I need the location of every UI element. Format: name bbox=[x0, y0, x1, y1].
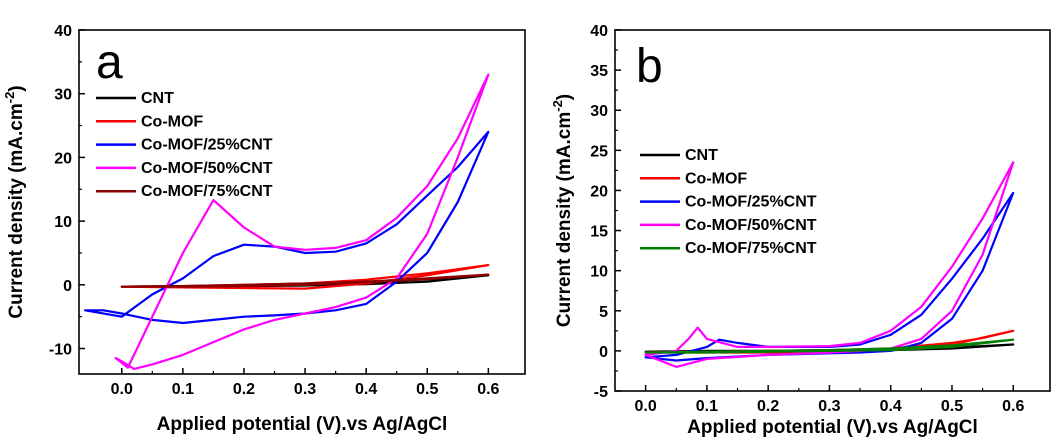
legend-label: Co-MOF/25%CNT bbox=[141, 137, 273, 154]
y-tick-label: 10 bbox=[590, 264, 608, 281]
y-tick-label: 40 bbox=[590, 23, 608, 40]
y-tick-label: 15 bbox=[590, 224, 608, 241]
y-tick-label: 20 bbox=[590, 183, 608, 200]
panel-letter: a bbox=[96, 36, 123, 89]
x-tick-label: 0.5 bbox=[941, 398, 963, 415]
x-tick-label: 0.2 bbox=[233, 381, 255, 398]
legend-label: Co-MOF bbox=[141, 113, 203, 130]
series-group bbox=[644, 161, 1015, 368]
x-tick-label: 0.1 bbox=[172, 381, 194, 398]
y-tick-label: 20 bbox=[54, 150, 72, 167]
y-tick-label: 10 bbox=[54, 214, 72, 231]
x-tick-label: 0.5 bbox=[416, 381, 438, 398]
legend-label: CNT bbox=[685, 147, 718, 164]
x-tick-label: 0.1 bbox=[696, 398, 718, 415]
x-tick-label: 0.2 bbox=[757, 398, 779, 415]
y-tick-label: 25 bbox=[590, 143, 608, 160]
legend: CNT Co-MOF Co-MOF/25%CNT Co-MOF/50%CNT Co-MO… bbox=[96, 90, 273, 200]
legend-label: Co-MOF/75%CNT bbox=[685, 240, 817, 257]
y-tick-label: 5 bbox=[599, 304, 608, 321]
series-line-co-mof-50-cnt bbox=[114, 73, 490, 370]
legend-label: Co-MOF/50%CNT bbox=[141, 160, 273, 177]
y-tick-label: 30 bbox=[54, 87, 72, 104]
x-tick-label: 0.4 bbox=[880, 398, 902, 415]
series-line-co-mof-75-cnt bbox=[644, 338, 1015, 354]
legend-label: CNT bbox=[141, 90, 174, 107]
legend-label: Co-MOF/75%CNT bbox=[141, 183, 273, 200]
legend: CNT Co-MOF Co-MOF/25%CNT Co-MOF/50%CNT Co-MO… bbox=[640, 147, 817, 257]
chart-panel-a: 0.0 0.1 0.2 0.3 0.4 0.5 0.6 -10 0 10 20 30 40 Applied… bbox=[2, 23, 526, 435]
legend-label: Co-MOF/50%CNT bbox=[685, 217, 817, 234]
series-line-co-mof-25-cnt bbox=[83, 130, 490, 325]
x-tick-label: 0.3 bbox=[818, 398, 840, 415]
x-tick-label: 0.0 bbox=[111, 381, 133, 398]
series-line-co-mof-50-cnt bbox=[644, 161, 1015, 368]
x-tick-label: 0.0 bbox=[635, 398, 657, 415]
panel-letter: b bbox=[636, 40, 663, 93]
x-tick-label: 0.6 bbox=[477, 381, 499, 398]
y-axis-label: Current density (mA.cm-2) bbox=[2, 85, 27, 318]
series-group bbox=[83, 73, 490, 370]
x-tick-label: 0.3 bbox=[294, 381, 316, 398]
y-tick-label: 30 bbox=[590, 103, 608, 120]
y-tick-label: 0 bbox=[63, 278, 72, 295]
legend-label: Co-MOF bbox=[685, 170, 747, 187]
y-tick-label: -10 bbox=[49, 342, 72, 359]
series-line-co-mof-75-cnt bbox=[120, 273, 490, 288]
y-tick-label: 0 bbox=[599, 344, 608, 361]
y-tick-label: 35 bbox=[590, 63, 608, 80]
x-axis-label: Applied potential (V).vs Ag/AgCl bbox=[687, 417, 978, 438]
x-tick-label: 0.4 bbox=[355, 381, 377, 398]
y-tick-label: -5 bbox=[594, 384, 608, 401]
y-axis-label: Current density (mA.cm-2) bbox=[550, 94, 575, 327]
y-tick-label: 40 bbox=[54, 23, 72, 40]
x-tick-label: 0.6 bbox=[1002, 398, 1024, 415]
chart-panel-b: 0.0 0.1 0.2 0.3 0.4 0.5 0.6 -5 0 5 10 15 20 25 30 35 40 A… bbox=[550, 23, 1051, 438]
legend-label: Co-MOF/25%CNT bbox=[685, 194, 817, 211]
x-axis-label: Applied potential (V).vs Ag/AgCl bbox=[157, 414, 448, 435]
plot-frame bbox=[78, 29, 526, 375]
